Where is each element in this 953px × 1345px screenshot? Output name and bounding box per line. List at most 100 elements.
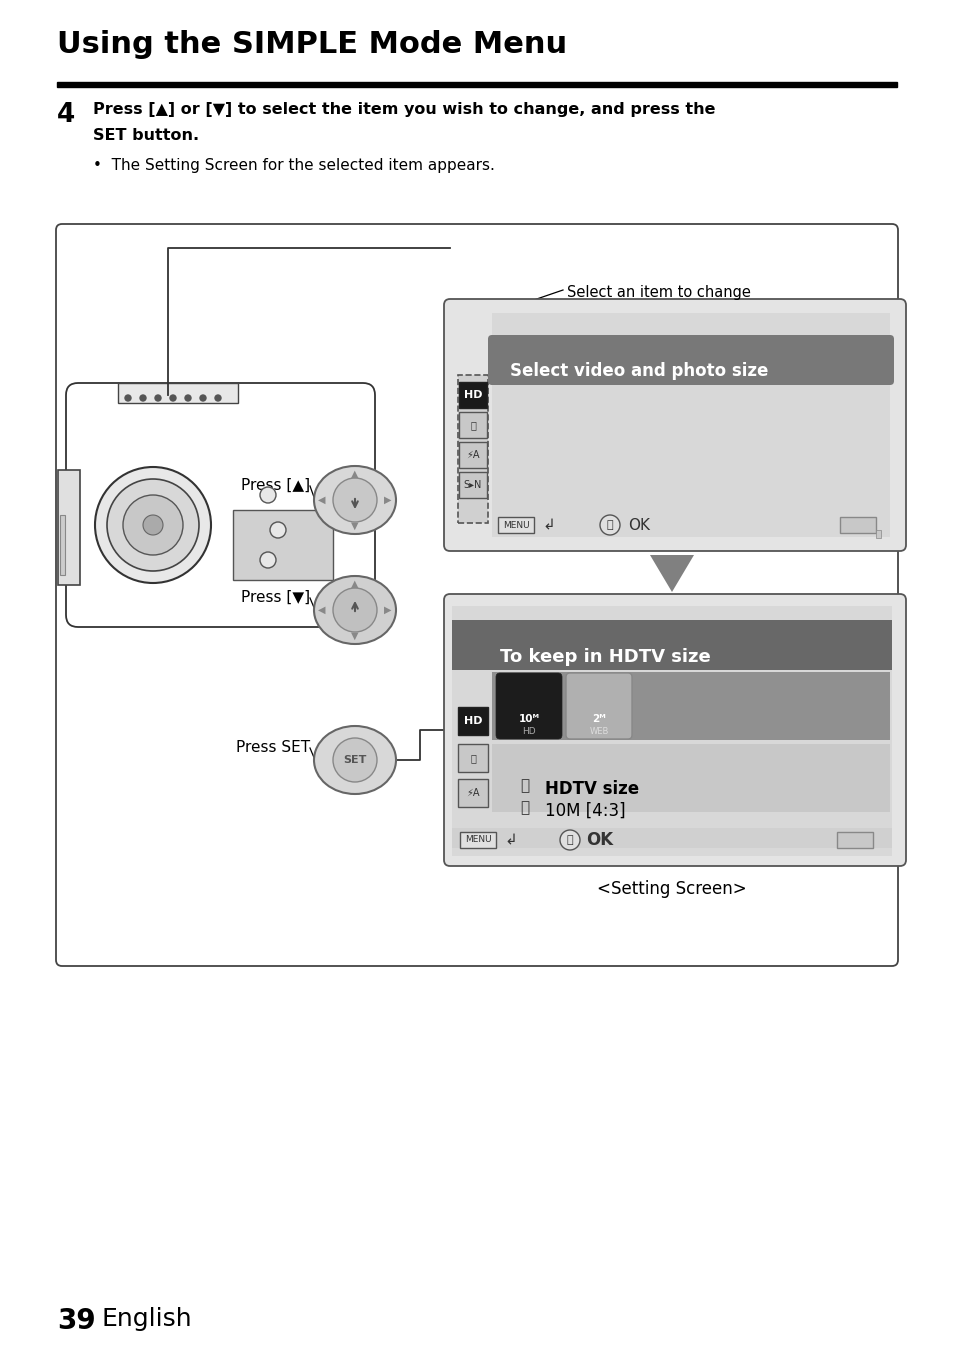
Text: •  The Setting Screen for the selected item appears.: • The Setting Screen for the selected it… [92,157,495,174]
Text: 📷: 📷 [520,800,529,815]
Text: MENU: MENU [502,521,529,530]
Circle shape [333,588,376,632]
Text: 🎦: 🎦 [520,779,529,794]
Text: ◀: ◀ [318,605,325,615]
Circle shape [170,395,175,401]
Bar [492,672,889,740]
Circle shape [185,395,191,401]
Bar [452,620,891,670]
Text: MENU: MENU [464,835,491,845]
Circle shape [95,467,211,582]
Bar [458,382,486,408]
Circle shape [260,487,275,503]
Text: English: English [102,1307,193,1332]
Text: HDTV size: HDTV size [544,780,639,798]
Text: ▼: ▼ [351,521,358,531]
Text: ⚡A: ⚡A [466,788,479,798]
Text: Using the SIMPLE Mode Menu: Using the SIMPLE Mode Menu [57,30,566,59]
Bar [458,443,486,468]
Ellipse shape [314,726,395,794]
Circle shape [270,522,286,538]
Text: Description of selected item: Description of selected item [582,313,789,328]
Circle shape [214,395,221,401]
Polygon shape [649,555,693,592]
Bar [60,515,65,576]
Text: Ⓢ: Ⓢ [606,521,613,530]
Bar [497,516,534,533]
Text: Press [▼]: Press [▼] [240,590,310,605]
FancyBboxPatch shape [488,335,893,385]
Text: HD: HD [463,390,482,399]
Text: 39: 39 [57,1307,95,1336]
Bar [452,829,891,847]
Text: 10M [4:3]: 10M [4:3] [544,802,625,820]
Text: Select an item to change: Select an item to change [566,285,750,300]
Circle shape [154,395,161,401]
Bar [492,744,889,812]
Bar [452,607,891,855]
Bar [58,469,80,585]
Text: To keep in HDTV size: To keep in HDTV size [499,648,710,666]
Text: ◀: ◀ [318,495,325,504]
Text: S▸N: S▸N [463,480,481,490]
FancyBboxPatch shape [66,383,375,627]
Circle shape [333,738,376,781]
Text: SET: SET [343,755,366,765]
Bar [57,82,896,87]
Text: WEB: WEB [589,728,608,736]
FancyBboxPatch shape [496,672,561,738]
Text: 10ᴹ: 10ᴹ [518,714,539,724]
Bar [118,383,237,404]
Ellipse shape [314,465,395,534]
Text: ↲: ↲ [541,518,554,533]
Bar [836,833,872,847]
Text: Press SET: Press SET [235,740,310,755]
Bar [875,530,880,538]
FancyBboxPatch shape [443,594,905,866]
Circle shape [123,495,183,555]
Text: 2ᴹ: 2ᴹ [592,714,605,724]
Text: Press [▲] or [▼] to select the item you wish to change, and press the: Press [▲] or [▼] to select the item you … [92,102,715,117]
FancyBboxPatch shape [56,225,897,966]
Circle shape [559,830,579,850]
Text: 👥: 👥 [470,420,476,430]
Circle shape [107,479,199,572]
Bar [233,510,333,580]
Text: Press [▲]: Press [▲] [240,477,310,494]
Text: ⚡A: ⚡A [466,451,479,460]
Circle shape [200,395,206,401]
Text: HD: HD [521,728,536,736]
Circle shape [125,395,131,401]
Text: SET button.: SET button. [92,128,199,143]
Ellipse shape [314,576,395,644]
Circle shape [599,515,619,535]
Text: OK: OK [627,518,649,533]
Text: <Setting Screen>: <Setting Screen> [597,880,746,898]
Text: 4: 4 [57,102,75,128]
Text: OK: OK [585,831,613,849]
Circle shape [333,477,376,522]
Circle shape [143,515,163,535]
Text: ▲: ▲ [351,469,358,479]
Text: HD: HD [463,716,482,726]
Text: 👥: 👥 [470,753,476,763]
Circle shape [260,551,275,568]
Text: ↲: ↲ [503,833,517,847]
FancyBboxPatch shape [565,672,631,738]
Bar [457,375,488,523]
Text: ▶: ▶ [384,605,392,615]
Text: ▼: ▼ [351,631,358,642]
Bar [457,779,488,807]
Bar [459,833,496,847]
Bar [457,744,488,772]
Text: Ⓢ: Ⓢ [566,835,573,845]
Text: Select video and photo size: Select video and photo size [510,362,767,381]
FancyBboxPatch shape [443,299,905,551]
Text: ▲: ▲ [351,578,358,589]
Bar [457,707,488,734]
Text: ▶: ▶ [384,495,392,504]
Circle shape [140,395,146,401]
Bar [492,313,889,537]
Bar [458,412,486,438]
Bar [840,516,875,533]
